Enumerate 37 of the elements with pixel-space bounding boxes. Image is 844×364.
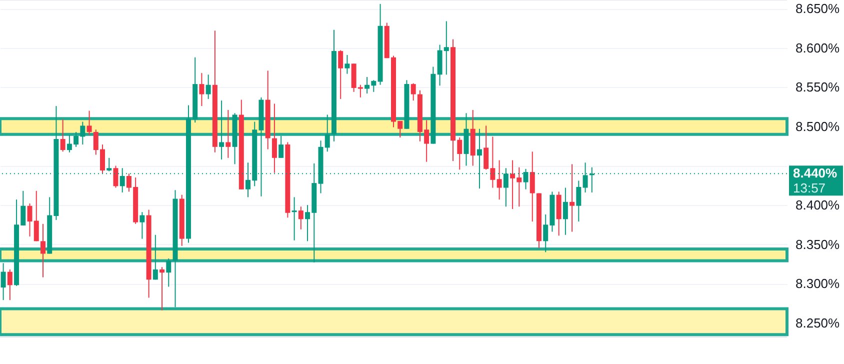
y-tick-label: 8.650%: [796, 1, 840, 16]
ref-line-label: 8.440%: [793, 166, 838, 181]
candlestick: [166, 258, 172, 288]
candlestick: [272, 103, 277, 174]
candlestick: [199, 72, 204, 107]
candlestick: [226, 109, 231, 158]
y-tick-label: 8.350%: [796, 236, 840, 252]
candlestick: [152, 234, 158, 280]
candlestick: [0, 262, 6, 301]
candlestick: [60, 118, 66, 152]
candlestick: [106, 157, 112, 172]
candlestick: [562, 187, 568, 236]
candlestick: [278, 135, 284, 158]
y-tick-label: 8.600%: [796, 40, 840, 56]
candlestick: [410, 82, 416, 102]
candlestick: [113, 165, 118, 188]
y-tick-label: 8.550%: [796, 80, 840, 95]
candlestick: [86, 110, 92, 136]
y-tick-label: 8.300%: [796, 276, 840, 292]
y-tick-label: 8.250%: [796, 315, 840, 330]
candlestick: [344, 54, 350, 74]
candlestick: [496, 160, 502, 200]
candlestick: [576, 180, 582, 222]
candlestick: [338, 50, 344, 100]
candlestick: [206, 74, 211, 100]
candlestick: [160, 266, 165, 311]
candlestick: [298, 206, 304, 230]
text: 13:57: [793, 180, 826, 196]
y-tick-label: 8.400%: [796, 198, 840, 213]
candlestick: [530, 151, 535, 222]
candlestick: [140, 212, 145, 240]
candlestick: [570, 164, 575, 232]
candlestick: [7, 268, 12, 301]
candlestick: [219, 100, 224, 160]
y-tick-label: 8.500%: [796, 118, 840, 134]
candlestick: [292, 196, 297, 241]
candlestick: [40, 223, 46, 278]
